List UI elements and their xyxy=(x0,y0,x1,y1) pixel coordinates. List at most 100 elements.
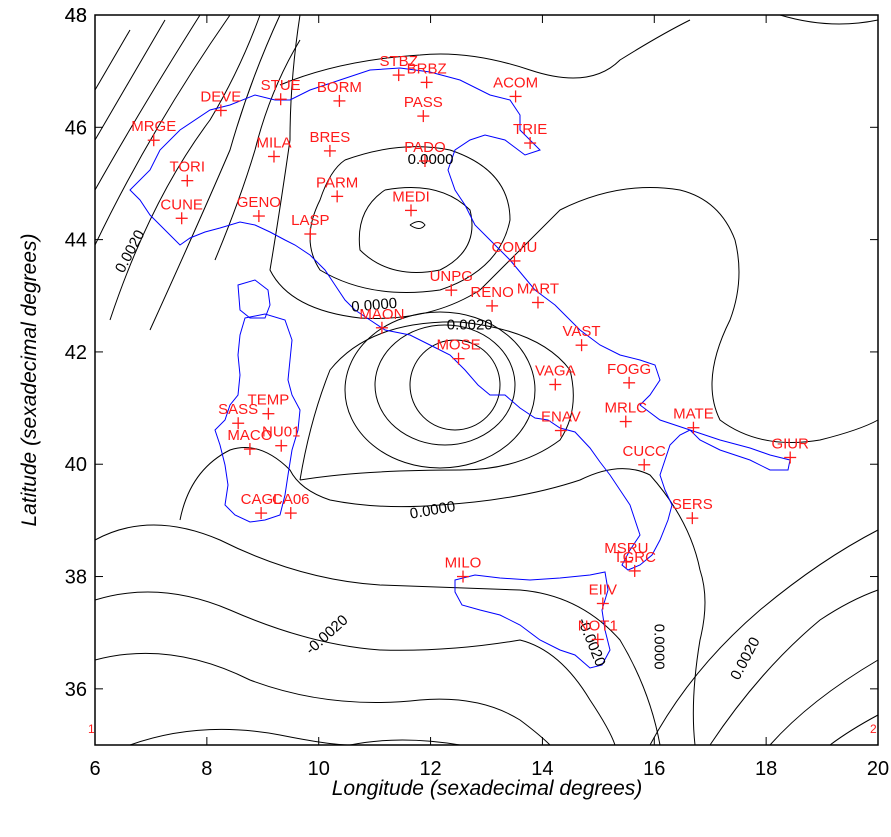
station-unpg: UNPG xyxy=(430,268,473,297)
contour-line xyxy=(374,324,516,446)
station-mart: MART xyxy=(517,281,559,309)
x-tick-label: 12 xyxy=(419,758,441,780)
coastline xyxy=(129,67,791,669)
corner-mark-left: 1 xyxy=(88,722,95,736)
station-label: TRIE xyxy=(513,121,547,138)
station-stbz: STBZ xyxy=(380,53,418,82)
station-label: MATE xyxy=(673,406,714,423)
station-label: MRLC xyxy=(605,400,648,417)
contour-line xyxy=(269,14,879,443)
station-label: MEDI xyxy=(392,188,430,205)
x-tick-label: 14 xyxy=(531,758,553,780)
station-deve: DEVE xyxy=(200,88,241,117)
station-label: LASP xyxy=(291,212,329,229)
station-label: BORM xyxy=(317,79,362,96)
station-label: NOT1 xyxy=(578,617,618,634)
contour-value-label: 0.0000 xyxy=(408,151,454,168)
x-tick-label: 18 xyxy=(755,758,777,780)
x-tick-label: 20 xyxy=(867,758,889,780)
y-tick-label: 36 xyxy=(65,679,87,701)
station-nu01: NU01 xyxy=(262,424,300,452)
station-label: PADO xyxy=(404,139,445,156)
x-tick-label: 6 xyxy=(89,758,100,780)
contour-line xyxy=(309,146,511,293)
station-label: PASS xyxy=(404,94,443,111)
station-label: MACO xyxy=(227,427,272,444)
x-tick-label: 16 xyxy=(643,758,665,780)
station-maco: MACO xyxy=(227,427,272,456)
station-label: CUNE xyxy=(160,196,203,213)
station-label: MSRU xyxy=(604,540,648,557)
x-axis-title: Longitude (sexadecimal degrees) xyxy=(332,777,643,800)
station-pado: PADO xyxy=(404,139,446,167)
station-acom: ACOM xyxy=(493,74,538,103)
station-label: EIIV xyxy=(589,581,617,598)
station-label: UNPG xyxy=(430,268,473,285)
station-mrge: MRGE xyxy=(131,118,176,147)
contour-value-label: 0.0000 xyxy=(409,498,457,523)
station-temp: TEMP xyxy=(248,392,289,420)
station-label: CA06 xyxy=(272,491,310,508)
station-mila: MILA xyxy=(256,135,291,163)
station-label: STBZ xyxy=(380,53,418,70)
station-label: MAON xyxy=(359,306,404,323)
contour-line xyxy=(709,589,879,746)
contour-line xyxy=(279,19,691,86)
y-axis-title: Latitude (sexadecimal degrees) xyxy=(18,234,41,527)
contour-line xyxy=(94,19,166,141)
station-label: MART xyxy=(517,281,559,298)
station-label: SASS xyxy=(218,401,258,418)
contour-line xyxy=(214,39,301,261)
contour-line xyxy=(829,714,879,746)
station-eiiv: EIIV xyxy=(589,581,617,610)
x-tick-label: 10 xyxy=(308,758,330,780)
contour-line xyxy=(299,321,574,481)
contour-line xyxy=(129,728,351,746)
y-tick-label: 42 xyxy=(65,342,87,364)
station-giur: GIUR xyxy=(771,435,809,464)
contour-line xyxy=(179,447,706,746)
station-ca06: CA06 xyxy=(272,491,310,520)
station-fogg: FOGG xyxy=(607,361,651,389)
y-tick-label: 44 xyxy=(65,230,87,252)
station-label: SERS xyxy=(672,496,713,513)
station-mate: MATE xyxy=(673,406,714,434)
contour-line xyxy=(94,14,201,191)
station-label: GIUR xyxy=(771,435,809,452)
contour-line xyxy=(344,311,536,469)
station-vast: VAST xyxy=(563,323,601,352)
contour-line xyxy=(109,14,261,321)
station-cagl: CAGL xyxy=(241,491,282,520)
station-label: COMU xyxy=(492,239,538,256)
contour-line xyxy=(94,524,661,746)
station-label: STUE xyxy=(261,77,301,94)
station-brbz: BRBZ xyxy=(407,60,447,89)
station-label: ENAV xyxy=(541,409,581,426)
contour-value-label: -0.0020 xyxy=(302,612,351,659)
y-tick-label: 38 xyxy=(65,567,87,589)
station-label: RENO xyxy=(470,284,513,301)
station-vaga: VAGA xyxy=(535,362,576,391)
station-label: VAGA xyxy=(535,362,576,379)
station-label: MILO xyxy=(445,555,482,572)
contour-line xyxy=(149,14,281,331)
station-label: CUCC xyxy=(623,443,666,460)
station-borm: BORM xyxy=(317,79,362,107)
station-milo: MILO xyxy=(445,555,482,583)
station-msru: MSRU xyxy=(604,540,648,568)
contour-value-label: 0.0000 xyxy=(650,624,667,670)
contour-value-label: 0.0020 xyxy=(727,634,764,683)
station-lasp: LASP xyxy=(291,212,330,240)
station-label: MOSE xyxy=(436,337,480,354)
station-label: FOGG xyxy=(607,361,651,378)
station-label: CAGL xyxy=(241,491,282,508)
station-label: TORI xyxy=(170,159,206,176)
contour-line xyxy=(94,652,551,746)
station-mrlc: MRLC xyxy=(605,400,648,428)
corner-mark-right: 2 xyxy=(870,722,877,736)
station-cucc: CUCC xyxy=(623,443,666,471)
station-label: DEVE xyxy=(200,88,241,105)
